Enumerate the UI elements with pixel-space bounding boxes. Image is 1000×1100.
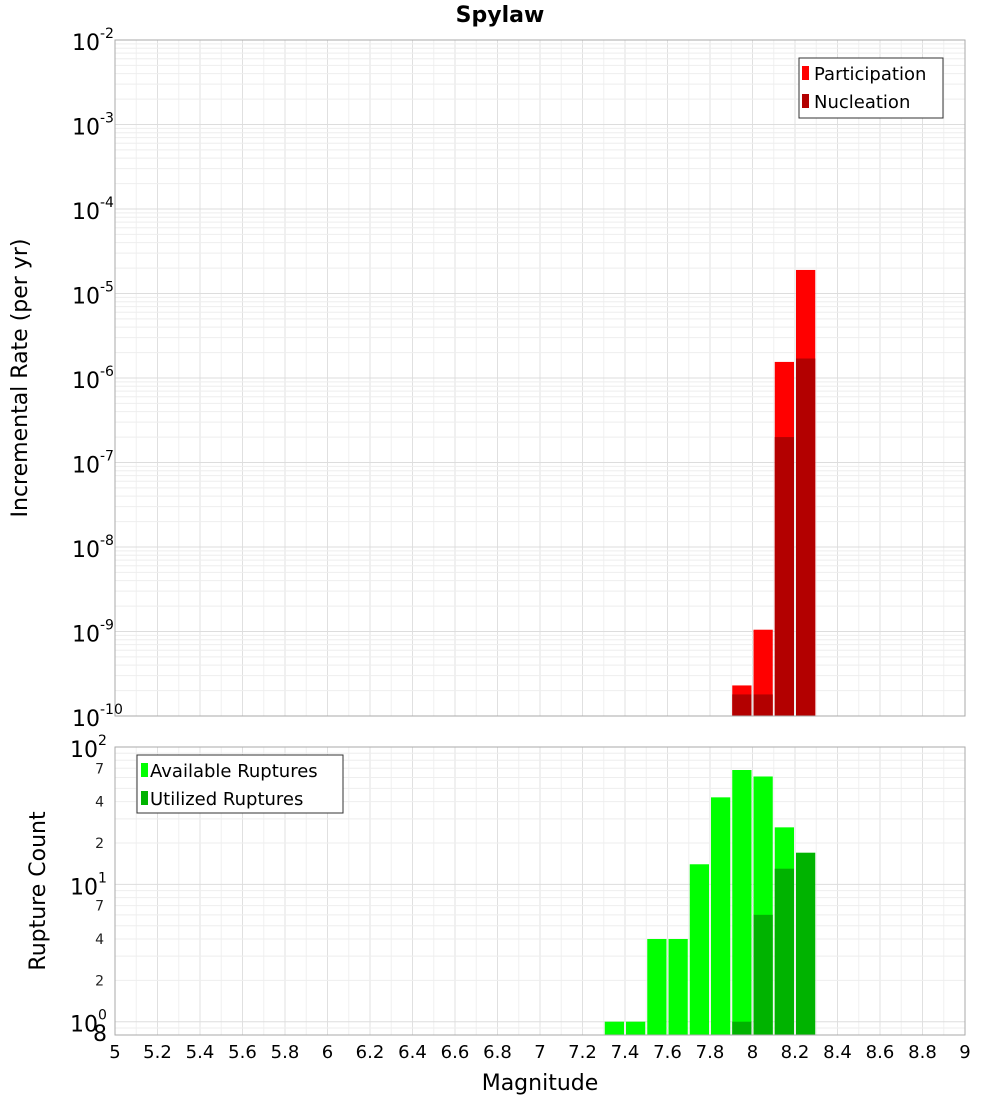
bottom-bar-available-ruptures [668, 939, 688, 1035]
top-legend-box [798, 57, 944, 119]
top-y-tick-label: 10-10 [72, 702, 123, 732]
x-tick-label: 5.8 [271, 1042, 300, 1063]
bottom-bar-available-ruptures [647, 939, 667, 1035]
bottom-minor-tick-label: 4 [95, 932, 104, 948]
x-tick-labels: 5 5.2 5.4 5.6 5.8 6 6.2 6.4 6.6 6.8 7 7.2 7.4 7.6 7.8 8… [109, 1042, 970, 1063]
bottom-plot-frame [114, 746, 966, 1036]
x-tick-label: 7.6 [653, 1042, 682, 1063]
bottom-y-tick-labels: 100 101 102 2 4 7 2 4 7 8 [70, 733, 107, 1047]
bottom-plot-bars [604, 770, 816, 1035]
nucleation-legend-label: Nucleation [814, 92, 910, 113]
top-bar-nucleation [732, 694, 752, 716]
top-y-tick-label: 10-9 [72, 618, 114, 648]
bottom-legend: Available Ruptures Utilized Ruptures [136, 754, 344, 814]
x-tick-label: 9 [959, 1042, 970, 1063]
top-y-tick-label: 10-5 [72, 280, 114, 310]
x-tick-label: 5.2 [143, 1042, 172, 1063]
participation-legend-label: Participation [814, 64, 926, 85]
bottom-minor-tick-label: 2 [95, 973, 104, 989]
top-y-tick-label: 10-4 [72, 195, 114, 225]
x-axis-label: Magnitude [482, 1071, 599, 1096]
bottom-bar-available-ruptures [626, 1021, 646, 1035]
x-tick-label: 6.6 [441, 1042, 470, 1063]
bottom-bar-available-ruptures [604, 1021, 624, 1035]
utilized-legend-swatch [141, 791, 148, 805]
x-tick-label: 7.8 [696, 1042, 725, 1063]
top-bar-nucleation [774, 437, 794, 716]
x-tick-label: 8.4 [823, 1042, 852, 1063]
bottom-bar-available-ruptures [689, 864, 709, 1035]
top-plot-bars [732, 269, 816, 716]
nucleation-legend-swatch [802, 94, 809, 108]
x-tick-label: 6.4 [398, 1042, 427, 1063]
bottom-bar-utilized-ruptures [774, 868, 794, 1035]
bottom-minor-tick-label: 7 [95, 899, 104, 915]
utilized-legend-label: Utilized Ruptures [150, 789, 303, 810]
bottom-y-tick-label: 100 [70, 1008, 107, 1038]
bottom-y-tick-label: 101 [70, 870, 107, 900]
top-y-tick-labels: 10-10 10-9 10-8 10-7 10-6 10-5 10-4 10-3 10-2 [72, 26, 123, 732]
bottom-minor-tick-label: 2 [95, 836, 104, 852]
available-legend-swatch [141, 763, 148, 777]
top-y-tick-label: 10-7 [72, 449, 114, 479]
top-legend: Participation Nucleation [798, 57, 944, 119]
top-bar-nucleation [753, 694, 773, 716]
x-tick-label: 7.4 [611, 1042, 640, 1063]
x-tick-label: 5.4 [186, 1042, 215, 1063]
x-tick-label: 7 [534, 1042, 545, 1063]
top-y-tick-label: 10-8 [72, 533, 114, 563]
top-plot-frame [114, 39, 966, 717]
x-tick-label: 6 [322, 1042, 333, 1063]
x-tick-label: 6.2 [356, 1042, 385, 1063]
bottom-y-axis-label: Rupture Count [26, 811, 51, 971]
bottom-y-min-tick-label: 8 [93, 1022, 107, 1047]
x-tick-label: 8.2 [781, 1042, 810, 1063]
top-plot-grid [114, 39, 966, 717]
bottom-bar-utilized-ruptures [753, 914, 773, 1035]
available-legend-label: Available Ruptures [150, 761, 318, 782]
bottom-minor-tick-label: 4 [95, 795, 104, 811]
top-y-tick-label: 10-2 [72, 26, 114, 56]
x-tick-label: 5 [109, 1042, 120, 1063]
top-bar-participation [753, 629, 773, 716]
x-tick-label: 6.8 [483, 1042, 512, 1063]
x-tick-label: 8 [747, 1042, 758, 1063]
x-tick-label: 8.8 [908, 1042, 937, 1063]
x-tick-label: 8.6 [866, 1042, 895, 1063]
top-y-axis-label: Incremental Rate (per yr) [8, 239, 33, 518]
bottom-bar-available-ruptures [732, 770, 752, 1035]
top-y-tick-label: 10-6 [72, 364, 114, 394]
top-bar-nucleation [796, 358, 816, 716]
bottom-legend-box [136, 754, 344, 814]
top-y-tick-label: 10-3 [72, 111, 114, 141]
x-tick-label: 7.2 [568, 1042, 597, 1063]
bottom-bar-utilized-ruptures [796, 852, 816, 1035]
bottom-bar-available-ruptures [711, 797, 731, 1035]
x-tick-label: 5.6 [228, 1042, 257, 1063]
bottom-minor-tick-label: 7 [95, 761, 104, 777]
chart-title: Spylaw [456, 3, 545, 28]
bottom-bar-utilized-ruptures [732, 1021, 752, 1035]
participation-legend-swatch [802, 66, 809, 80]
bottom-y-tick-label: 102 [70, 733, 107, 763]
